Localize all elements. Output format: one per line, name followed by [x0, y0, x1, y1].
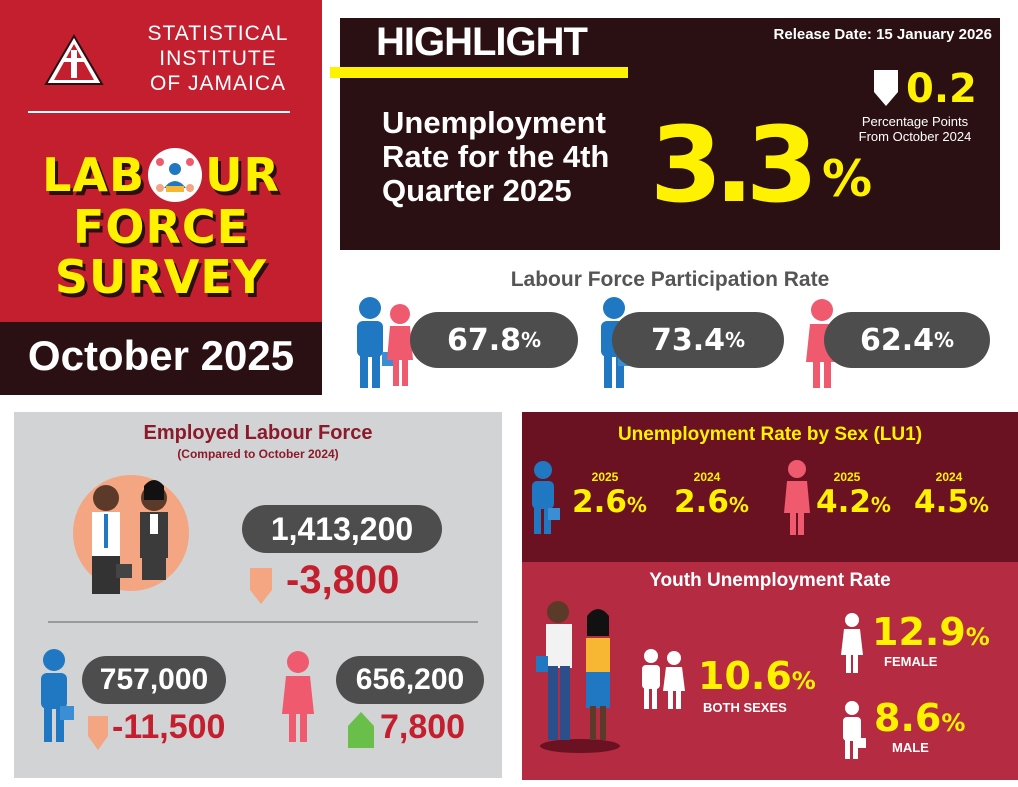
highlight-description: Unemployment Rate for the 4th Quarter 20… [382, 106, 647, 208]
survey-title-line2: FORCE [72, 200, 250, 254]
survey-period: October 2025 [27, 332, 295, 379]
participation-female-value: 62.4 [859, 322, 934, 358]
employed-male-value: 757,000 [99, 663, 209, 696]
employed-male-change: -11,500 [112, 708, 226, 746]
female-2024-unit: % [968, 493, 989, 517]
unemployment-by-sex-panel [522, 412, 1018, 562]
employed-total-change: -3,800 [286, 558, 400, 602]
participation-male-value: 73.4 [650, 322, 725, 358]
both-sexes-icon [642, 649, 685, 709]
highlight-desc-line3: Quarter 2025 [382, 173, 572, 208]
female-icon [841, 613, 863, 673]
female-2024-rate-wrap: 4.5% [914, 484, 989, 520]
institute-name-line3: OF JAMAICA [149, 72, 286, 95]
rate-change-value: 0.2 [906, 66, 977, 112]
participation-both-unit: % [520, 328, 542, 352]
highlight-label: HIGHLIGHT [376, 20, 588, 64]
rate-change-note-line2: From October 2024 [858, 129, 972, 144]
male-icon [41, 649, 74, 742]
youth-both-label: BOTH SEXES [703, 700, 787, 715]
participation-male-pill: 73.4% [612, 312, 784, 368]
youth-female-rate: 12.9 [872, 610, 966, 654]
employed-female-pill: 656,200 [336, 656, 484, 704]
highlight-panel [340, 18, 1000, 250]
youth-male-rate: 8.6 [874, 696, 942, 740]
female-2025-year: 2025 [833, 470, 861, 484]
decrease-arrow-icon [88, 716, 108, 750]
workers-illustration [73, 475, 189, 594]
decrease-arrow-icon [874, 70, 898, 106]
youth-male-unit: % [941, 709, 966, 737]
institute-name-line1: STATISTICAL [147, 22, 289, 45]
unemployment-by-sex-title: Unemployment Rate by Sex (LU1) [617, 424, 923, 445]
decrease-arrow-icon [250, 568, 272, 604]
employed-female-change: 7,800 [380, 708, 466, 746]
youth-female-unit: % [965, 623, 990, 651]
female-2024-rate: 4.5 [914, 484, 969, 520]
male-icon [532, 461, 560, 534]
statin-logo-icon [44, 34, 104, 85]
release-date: Release Date: 15 January 2026 [773, 26, 992, 43]
youth-both-unit: % [791, 667, 816, 695]
youth-illustration [536, 601, 620, 753]
male-2024-rate-wrap: 2.6% [674, 484, 749, 520]
male-2025-rate-wrap: 2.6% [572, 484, 647, 520]
male-2025-rate: 2.6 [572, 484, 627, 520]
highlight-desc-line1: Unemployment [382, 105, 606, 140]
employed-subtitle: (Compared to October 2024) [177, 447, 339, 461]
female-icon [282, 651, 314, 742]
unemployment-rate-value: 3.3 [650, 104, 818, 226]
female-2025-rate-wrap: 4.2% [816, 484, 891, 520]
male-2025-year: 2025 [591, 470, 619, 484]
survey-title-ur: UR [205, 148, 280, 202]
employed-title: Employed Labour Force [143, 422, 373, 444]
employed-total-value: 1,413,200 [270, 510, 414, 547]
employed-female-value: 656,200 [355, 663, 465, 696]
male-2024-rate: 2.6 [674, 484, 729, 520]
survey-title-line3: SURVEY [54, 250, 268, 304]
participation-female-pill: 62.4% [824, 312, 990, 368]
youth-female-label: FEMALE [884, 654, 938, 669]
participation-title: Labour Force Participation Rate [510, 268, 830, 291]
brand-divider [28, 111, 290, 113]
male-2025-unit: % [626, 493, 647, 517]
participation-female-unit: % [933, 328, 955, 352]
rate-change-note-line1: Percentage Points [861, 114, 969, 129]
youth-unemployment-title: Youth Unemployment Rate [649, 570, 891, 591]
survey-title-lab: LAB [42, 148, 146, 202]
survey-title-line1: LAB UR [0, 146, 322, 204]
female-2025-rate: 4.2 [816, 484, 871, 520]
rate-change-note: Percentage Points From October 2024 [835, 114, 995, 144]
increase-arrow-icon [348, 712, 374, 748]
employed-total-pill: 1,413,200 [242, 505, 442, 553]
male-2024-year: 2024 [693, 470, 721, 484]
female-2025-unit: % [870, 493, 891, 517]
both-sexes-icon [357, 297, 413, 388]
highlight-underline [330, 67, 628, 78]
participation-both-pill: 67.8% [410, 312, 578, 368]
period-bar [0, 322, 322, 395]
youth-both-rate-wrap: 10.6% [698, 654, 816, 698]
female-2024-year: 2024 [935, 470, 963, 484]
employed-divider [48, 621, 478, 623]
youth-both-rate: 10.6 [698, 654, 792, 698]
employed-male-pill: 757,000 [82, 656, 226, 704]
unemployment-rate-unit: % [822, 150, 873, 208]
participation-male-unit: % [724, 328, 746, 352]
institute-name-line2: INSTITUTE [159, 47, 277, 70]
male-icon [843, 701, 866, 759]
participation-both-value: 67.8 [446, 322, 521, 358]
male-2024-unit: % [728, 493, 749, 517]
female-icon [784, 460, 810, 535]
youth-male-rate-wrap: 8.6% [874, 696, 965, 740]
youth-male-label: MALE [892, 740, 929, 755]
people-network-icon [148, 148, 203, 202]
youth-female-rate-wrap: 12.9% [872, 610, 990, 654]
highlight-desc-line2: Rate for the 4th [382, 139, 610, 174]
